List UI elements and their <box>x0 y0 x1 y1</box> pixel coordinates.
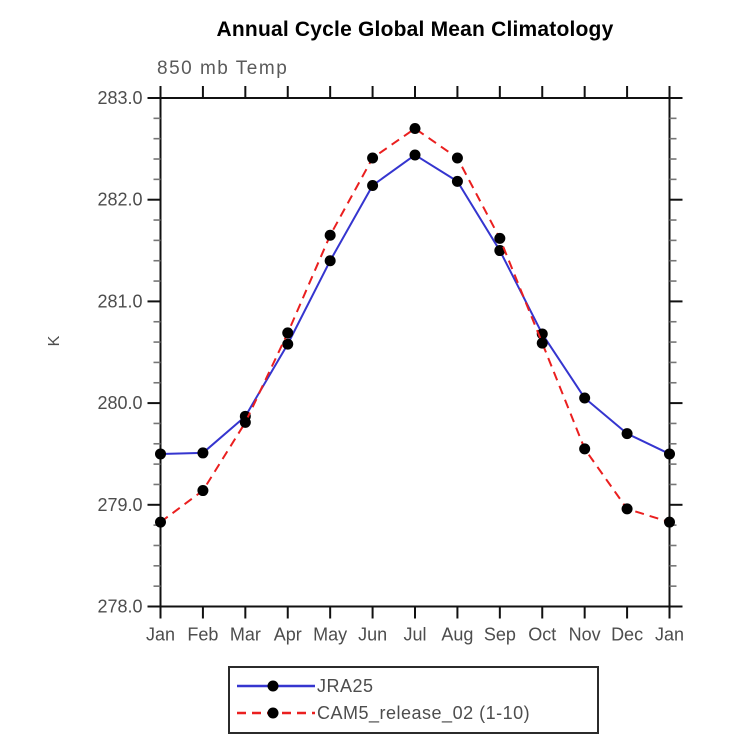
x-axis-tick-label: Oct <box>528 625 556 645</box>
x-axis-tick-label: Sep <box>484 625 516 645</box>
data-point <box>409 149 421 161</box>
data-point <box>409 123 421 135</box>
plot-frame <box>159 97 671 608</box>
legend-item: JRA25 <box>237 674 374 698</box>
legend-label: CAM5_release_02 (1-10) <box>317 702 531 723</box>
x-axis-tick-label: Jan <box>146 625 175 645</box>
y-axis-tick-label: 281.0 <box>97 291 142 311</box>
legend-box: JRA25 CAM5_release_02 (1-10) <box>228 666 599 734</box>
legend-line-sample <box>237 707 315 719</box>
data-point <box>664 516 675 528</box>
x-axis-tick-label: Nov <box>569 625 601 645</box>
data-point <box>621 428 633 440</box>
series-line-JRA25 <box>160 153 670 455</box>
legend-marker-icon <box>267 707 279 719</box>
legend-marker-icon <box>267 680 279 692</box>
x-axis-tick-label: Dec <box>611 625 643 645</box>
x-axis-tick-label: Apr <box>274 625 302 645</box>
data-point <box>282 338 294 350</box>
x-axis-tick-label: May <box>313 625 347 645</box>
data-point <box>621 503 633 515</box>
data-point <box>155 448 166 460</box>
data-point <box>367 152 379 164</box>
data-point <box>451 152 463 164</box>
y-axis-tick-label: 279.0 <box>97 495 142 515</box>
chart-title: Annual Cycle Global Mean Climatology <box>216 18 614 41</box>
x-axis-tick-label: Jul <box>403 625 426 645</box>
x-axis-tick-label: Mar <box>230 625 261 645</box>
legend-line-sample <box>237 680 315 692</box>
data-point <box>579 392 591 404</box>
data-point <box>494 232 506 244</box>
legend-item: CAM5_release_02 (1-10) <box>237 701 530 725</box>
y-axis-tick-label: 278.0 <box>97 597 142 617</box>
data-point <box>324 229 336 241</box>
data-point <box>197 485 209 497</box>
series-line-CAM5_release_02-1-10- <box>159 127 670 524</box>
data-point <box>579 443 591 455</box>
data-point <box>451 175 463 187</box>
legend-label: JRA25 <box>317 675 374 696</box>
x-axis-tick-label: Aug <box>441 625 473 645</box>
chart-subtitle: 850 mb Temp <box>157 58 289 79</box>
data-point <box>324 255 336 267</box>
y-axis-tick-label: 282.0 <box>97 190 142 210</box>
y-axis-tick-label: 283.0 <box>97 88 142 108</box>
y-axis-tick-label: 280.0 <box>97 393 142 413</box>
x-axis-tick-label: Jun <box>358 625 387 645</box>
x-axis-tick-label: Jan <box>655 625 684 645</box>
data-point <box>239 416 251 428</box>
data-point <box>536 337 548 349</box>
x-axis-tick-label: Feb <box>187 625 218 645</box>
data-point <box>155 516 166 528</box>
data-point <box>282 327 294 339</box>
data-point <box>664 448 675 460</box>
data-point <box>197 447 209 459</box>
data-point <box>367 179 379 191</box>
